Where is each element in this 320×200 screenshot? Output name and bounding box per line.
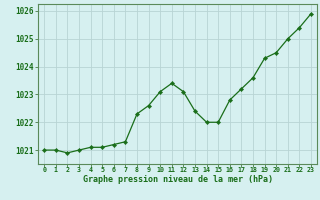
X-axis label: Graphe pression niveau de la mer (hPa): Graphe pression niveau de la mer (hPa) bbox=[83, 175, 273, 184]
